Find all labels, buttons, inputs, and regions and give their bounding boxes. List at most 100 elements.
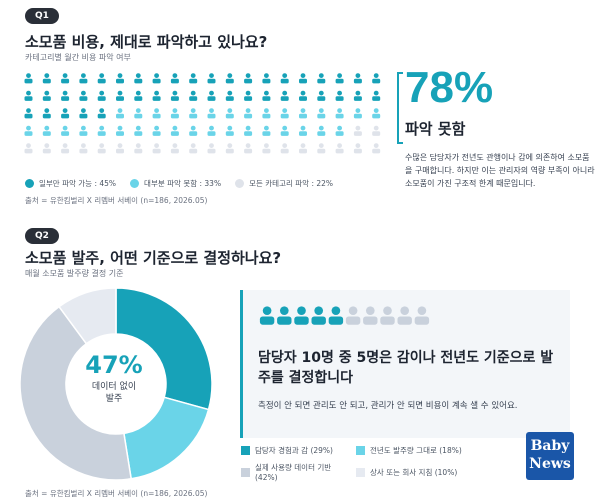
person-icon (134, 108, 143, 119)
person-icon (317, 73, 326, 84)
person-icon (79, 90, 88, 101)
legend-label: 일부만 파악 가능 : 45% (39, 179, 117, 188)
person-icon (61, 90, 70, 101)
person-icon (116, 143, 124, 154)
person-icon (262, 143, 271, 154)
person-icon (353, 125, 362, 136)
person-icon (134, 90, 143, 101)
person-icon (152, 73, 161, 84)
legend-square (241, 446, 250, 455)
donut-label-line: 데이터 없이 (91, 382, 137, 392)
person-icon (116, 90, 124, 101)
person-icon (225, 125, 234, 136)
person-icon (317, 125, 326, 136)
person-icon (24, 125, 33, 136)
donut-slice (19, 305, 133, 481)
person-icon (189, 90, 198, 101)
person-icon (335, 108, 344, 119)
q1-source: 출처 = 유한킴벌리 X 리멤버 서베이 (n=186, 2026.05) (25, 196, 208, 205)
person-icon (207, 73, 216, 84)
legend-dot (25, 179, 34, 188)
person-icon (42, 108, 51, 119)
legend-square (356, 446, 365, 455)
person-icon (152, 90, 161, 101)
legend-label: 대부분 파악 못함 : 33% (144, 179, 222, 188)
percent-bracket (397, 72, 403, 144)
person-icon (244, 108, 253, 119)
person-icon (170, 108, 179, 119)
q1-legend-item: 대부분 파악 못함 : 33% (130, 178, 221, 189)
person-icon (207, 90, 216, 101)
person-icon (280, 125, 289, 136)
person-icon (24, 143, 33, 154)
person-icon (280, 90, 289, 101)
q1-description: 수많은 담당자가 전년도 관행이나 감에 의존하여 소모품을 구매합니다. 하지… (405, 153, 595, 188)
person-icon (299, 125, 307, 136)
logo-line: News (529, 456, 571, 472)
person-icon (152, 143, 161, 154)
legend-label: 상사 또는 회사 지침 (10%) (370, 467, 458, 477)
q1-pictogram (24, 73, 381, 154)
q1-subtitle: 카테고리별 월간 비용 파악 여부 (25, 53, 131, 62)
legend-square (241, 467, 250, 477)
person-icon (189, 125, 198, 136)
person-icon (328, 306, 344, 325)
q2-card-description: 측정이 안 되면 관리도 안 되고, 관리가 안 되면 비용이 계속 샐 수 있… (258, 401, 518, 411)
person-icon (317, 90, 326, 101)
person-icon (262, 90, 271, 101)
person-icon (225, 108, 234, 119)
q2-donut-label: 데이터 없이 발주 (74, 381, 154, 405)
person-icon (345, 306, 361, 325)
person-icon (24, 73, 33, 84)
person-icon (116, 73, 124, 84)
q2-people-row (259, 306, 430, 325)
person-icon (299, 108, 307, 119)
person-icon (189, 108, 198, 119)
q2-subtitle: 매월 소모품 발주량 결정 기준 (25, 269, 124, 278)
person-icon (97, 108, 106, 119)
person-icon (207, 143, 216, 154)
q1-big-label: 파악 못함 (405, 120, 466, 138)
person-icon (299, 90, 307, 101)
person-icon (259, 306, 275, 325)
person-icon (372, 143, 381, 154)
person-icon (189, 143, 198, 154)
legend-label: 실제 사용량 데이터 기반 (42%) (255, 463, 332, 482)
q2-source: 출처 = 유한킴벌리 X 리멤버 서베이 (n=186, 2026.05) (25, 489, 208, 498)
person-icon (335, 90, 344, 101)
person-icon (170, 143, 179, 154)
q2-legend: 담당자 경험과 감 (29%) 전년도 발주량 그대로 (18%) 실제 사용량… (241, 445, 501, 482)
q1-legend: 일부만 파악 가능 : 45% 대부분 파악 못함 : 33% 모든 카테고리 … (25, 178, 333, 189)
person-icon (97, 125, 106, 136)
person-icon (134, 143, 143, 154)
person-icon (170, 90, 179, 101)
person-icon (380, 306, 395, 325)
person-icon (372, 108, 381, 119)
person-icon (134, 125, 143, 136)
legend-dot (235, 179, 245, 188)
person-icon (244, 143, 253, 154)
person-icon (280, 73, 289, 84)
legend-label: 전년도 발주량 그대로 (18%) (370, 446, 462, 455)
donut-slice (58, 287, 117, 345)
person-icon (61, 108, 70, 119)
person-icon (335, 73, 344, 84)
person-icon (225, 143, 234, 154)
person-icon (299, 73, 307, 84)
person-icon (372, 125, 381, 136)
person-icon (277, 306, 292, 325)
person-icon (414, 306, 430, 325)
person-icon (189, 73, 198, 84)
person-icon (335, 143, 344, 154)
person-icon (152, 125, 161, 136)
person-icon (207, 125, 216, 136)
person-icon (311, 306, 326, 325)
person-icon (79, 108, 88, 119)
person-icon (152, 108, 161, 119)
q2-title: 소모품 발주, 어떤 기준으로 결정하나요? (25, 249, 282, 267)
person-icon (97, 143, 106, 154)
legend-dot (130, 179, 140, 188)
person-icon (225, 73, 234, 84)
legend-square (356, 467, 365, 477)
q2-legend-item: 상사 또는 회사 지침 (10%) (356, 462, 496, 482)
